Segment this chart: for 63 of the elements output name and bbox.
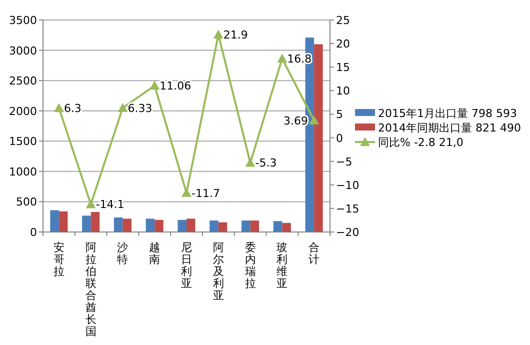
bar <box>146 218 155 232</box>
data-label: -5.3 <box>255 156 277 170</box>
y2-tick-label: −10 <box>336 178 360 192</box>
y-tick-label: 1000 <box>9 165 37 178</box>
bar <box>50 210 59 232</box>
y2-tick-label: −5 <box>336 155 352 168</box>
y2-tick-label: 25 <box>336 14 350 27</box>
y-tick-label: 3500 <box>9 14 37 27</box>
legend-label: 2014年同期出口量 821 490 <box>378 122 521 134</box>
data-label: -14.1 <box>96 198 124 212</box>
point <box>150 80 160 90</box>
bar <box>186 218 196 232</box>
x-tick-label: 阿拉伯联合酋长国 <box>85 241 96 338</box>
legend-label: 2015年1月出口量 798 593 <box>378 107 517 120</box>
data-label: 6.33 <box>128 102 152 115</box>
x-tick-label: 安哥拉 <box>53 241 64 278</box>
data-label: 21.9 <box>223 28 248 42</box>
y-tick-label: 2500 <box>9 74 37 88</box>
bar <box>242 220 250 232</box>
y2-tick-label: 15 <box>336 61 350 74</box>
bar <box>314 44 323 232</box>
data-label: -11.7 <box>192 186 220 200</box>
point <box>182 188 192 197</box>
bar <box>154 220 164 232</box>
bar <box>58 211 68 232</box>
bar <box>273 221 282 232</box>
y-tick-label: 0 <box>30 226 37 239</box>
y-tick-label: 500 <box>16 196 37 209</box>
x-tick-label: 尼日利亚 <box>181 241 192 290</box>
point <box>245 158 256 167</box>
bar <box>114 217 123 232</box>
y2-tick-label: 5 <box>336 108 343 122</box>
x-tick-label: 合计 <box>308 241 320 266</box>
bar <box>90 212 100 232</box>
y2-tick-label: 10 <box>336 84 350 98</box>
x-tick-label: 阿尔及利亚 <box>212 241 224 302</box>
y2-tick-label: −20 <box>336 226 360 239</box>
data-label: 11.06 <box>160 80 192 93</box>
point <box>277 54 288 63</box>
data-label: 6.3 <box>64 102 82 116</box>
y-tick-label: 2000 <box>9 104 37 118</box>
bar <box>218 222 228 232</box>
bar <box>82 216 91 232</box>
bar <box>210 220 218 232</box>
y-tick-label: 3000 <box>9 44 37 58</box>
bar <box>122 218 132 232</box>
legend-label: 同比% -2.8 21,0 <box>378 136 464 149</box>
bar <box>250 220 260 232</box>
point <box>309 115 320 124</box>
bar <box>178 220 186 232</box>
point <box>213 30 224 39</box>
bar <box>282 222 291 232</box>
x-tick-label: 沙特 <box>117 241 128 266</box>
y2-tick-label: 20 <box>336 38 350 51</box>
y-tick-label: 1500 <box>9 135 37 148</box>
x-tick-label: 越南 <box>149 241 160 266</box>
y2-tick-label: −15 <box>336 202 360 216</box>
point <box>54 103 64 112</box>
point <box>86 199 96 208</box>
x-tick-label: 委内瑞拉 <box>244 241 256 290</box>
point <box>118 102 128 112</box>
x-tick-label: 玻利维亚 <box>276 241 288 290</box>
y2-tick-label: 0 <box>336 132 343 145</box>
